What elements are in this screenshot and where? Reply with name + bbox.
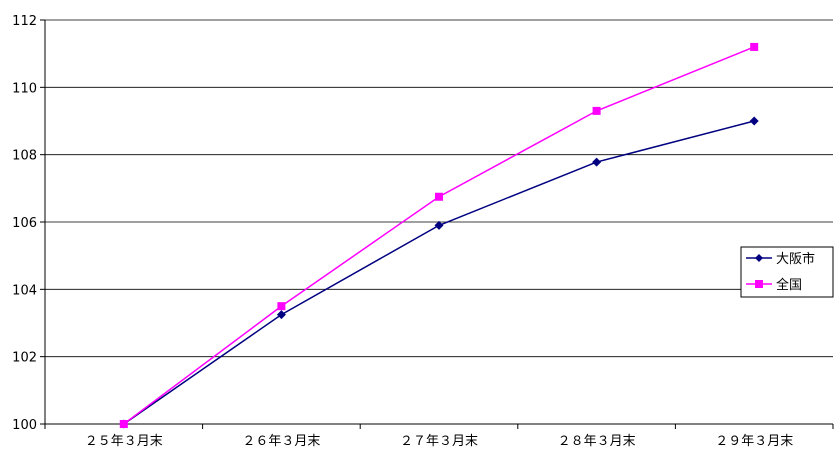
legend-label-national: 全国 [776, 277, 802, 293]
series-point [749, 116, 759, 126]
series-point [592, 106, 601, 115]
x-tick-label: ２８年３月末 [558, 434, 636, 449]
series-point [119, 420, 128, 428]
x-tick-label: ２９年３月末 [715, 434, 793, 449]
series-point [592, 157, 602, 167]
x-tick-label: ２７年３月末 [400, 434, 478, 449]
legend: 大阪市 全国 [740, 246, 834, 298]
series-point [750, 42, 759, 51]
x-axis-ticks: ２５年３月末 ２６年３月末 ２７年３月末 ２８年３月末 ２９年３月末 [44, 424, 834, 449]
y-tick-label: 110 [12, 81, 37, 96]
y-axis-ticks: 100 102 104 106 108 110 112 [12, 14, 45, 433]
legend-marker-national [755, 280, 763, 288]
series-point [276, 310, 286, 320]
x-tick-label: ２６年３月末 [242, 434, 320, 449]
legend-label-osaka: 大阪市 [776, 251, 815, 267]
y-tick-label: 106 [12, 216, 37, 231]
y-tick-label: 108 [12, 149, 37, 164]
y-tick-label: 102 [12, 351, 37, 366]
y-tick-label: 112 [12, 14, 37, 29]
series-point [434, 220, 444, 230]
legend-marker-osaka [755, 254, 763, 262]
y-tick-label: 100 [12, 418, 37, 433]
series-point [435, 192, 443, 201]
y-tick-label: 104 [12, 283, 37, 298]
series-point [277, 302, 286, 311]
legend-box [740, 246, 834, 298]
series-group [119, 42, 759, 429]
x-tick-label: ２５年３月末 [85, 434, 163, 449]
